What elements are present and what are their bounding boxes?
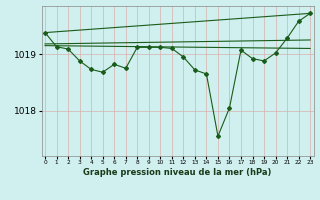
X-axis label: Graphe pression niveau de la mer (hPa): Graphe pression niveau de la mer (hPa) [84,168,272,177]
